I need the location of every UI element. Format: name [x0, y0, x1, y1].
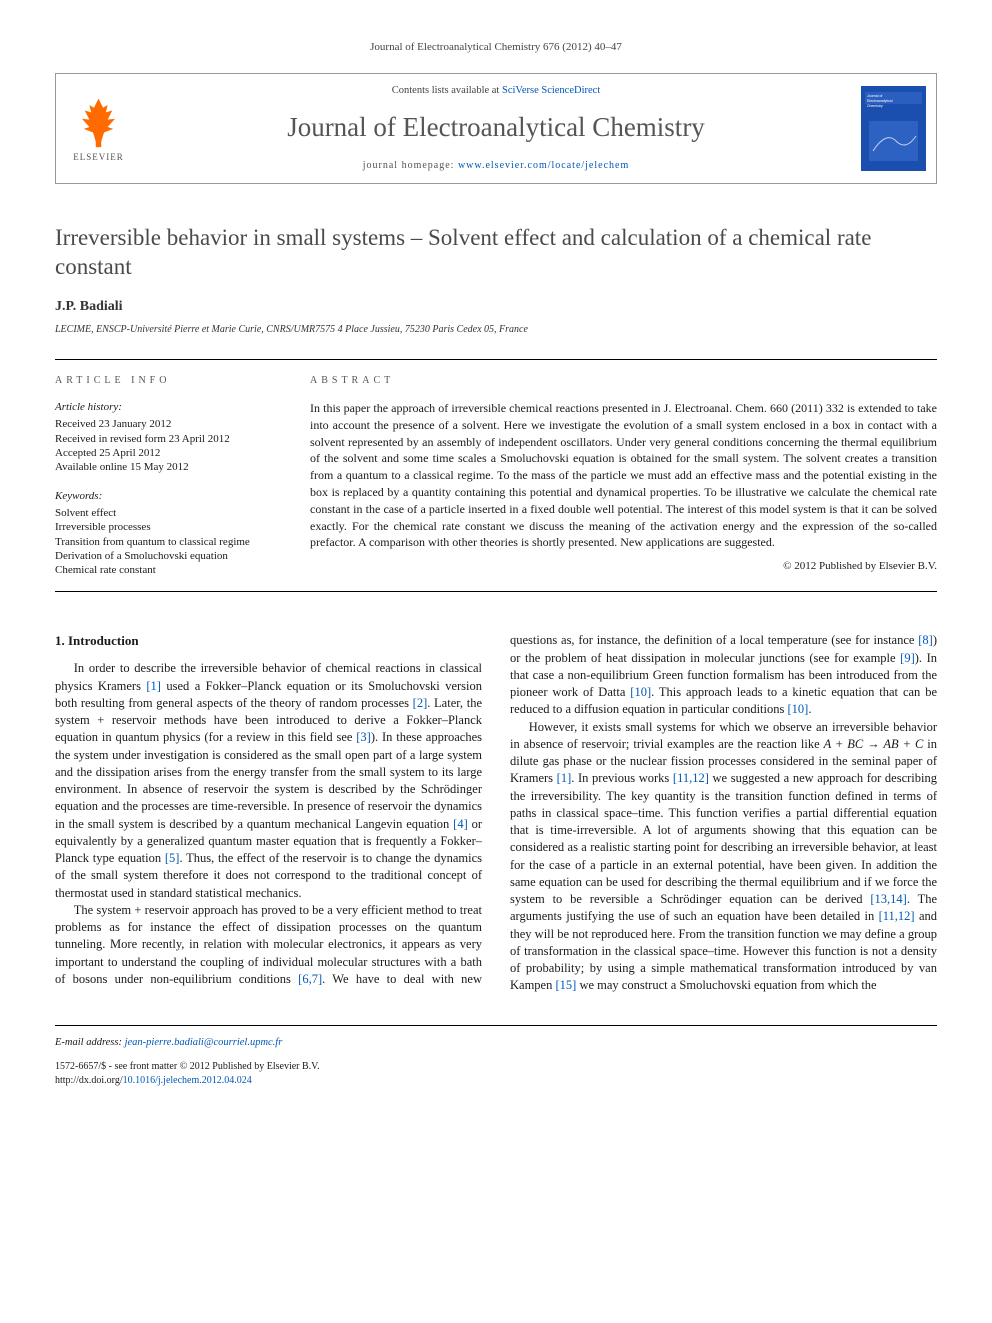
svg-text:Chemistry: Chemistry	[867, 104, 883, 108]
p3-d: we suggested a new approach for describi…	[510, 771, 937, 906]
citation-link[interactable]: [15]	[555, 978, 576, 992]
footer-issn: 1572-6657/$ - see front matter © 2012 Pu…	[55, 1060, 937, 1074]
citation-link[interactable]: [1]	[557, 771, 572, 785]
contents-available-line: Contents lists available at SciVerse Sci…	[392, 84, 600, 99]
header-center: Contents lists available at SciVerse Sci…	[141, 74, 851, 182]
history-head: Article history:	[55, 400, 280, 415]
citation-link[interactable]: [6,7]	[298, 972, 322, 986]
homepage-prefix: journal homepage:	[363, 160, 458, 171]
body-paragraph: However, it exists small systems for whi…	[510, 719, 937, 995]
citation-link[interactable]: [4]	[453, 817, 468, 831]
doi-link[interactable]: 10.1016/j.jelechem.2012.04.024	[123, 1075, 252, 1086]
citation-link[interactable]: [3]	[356, 730, 371, 744]
history-revised: Received in revised form 23 April 2012	[55, 432, 280, 446]
keyword-item: Irreversible processes	[55, 520, 280, 534]
svg-text:Journal of: Journal of	[867, 94, 882, 98]
keyword-item: Derivation of a Smoluchovski equation	[55, 549, 280, 563]
cover-icon: Journal of Electroanalytical Chemistry	[861, 86, 926, 171]
journal-title: Journal of Electroanalytical Chemistry	[287, 109, 705, 147]
citation-link[interactable]: [11,12]	[673, 771, 709, 785]
copyright-line: © 2012 Published by Elsevier B.V.	[310, 559, 937, 574]
history-accepted: Accepted 25 April 2012	[55, 446, 280, 460]
keywords-head: Keywords:	[55, 489, 280, 504]
p3-c: . In previous works	[571, 771, 673, 785]
abstract-text: In this paper the approach of irreversib…	[310, 400, 937, 551]
email-label: E-mail address:	[55, 1037, 125, 1048]
elsevier-tree-icon	[71, 94, 126, 149]
homepage-line: journal homepage: www.elsevier.com/locat…	[363, 159, 630, 173]
journal-header-box: ELSEVIER Contents lists available at Sci…	[55, 73, 937, 183]
citation-link[interactable]: [11,12]	[879, 909, 915, 923]
author-email-link[interactable]: jean-pierre.badiali@courriel.upmc.fr	[125, 1037, 283, 1048]
author-name: J.P. Badiali	[55, 297, 937, 317]
divider	[55, 591, 937, 592]
p3-g: we may construct a Smoluchovski equation…	[576, 978, 876, 992]
sciencedirect-link[interactable]: SciVerse ScienceDirect	[502, 85, 600, 96]
citation-link[interactable]: [5]	[165, 851, 180, 865]
keyword-item: Transition from quantum to classical reg…	[55, 535, 280, 549]
abstract-column: ABSTRACT In this paper the approach of i…	[310, 360, 937, 577]
homepage-link[interactable]: www.elsevier.com/locate/jelechem	[458, 160, 629, 171]
p2-f: .	[808, 702, 811, 716]
chemical-formula: A + BC → AB + C	[824, 737, 924, 751]
article-info-left: ARTICLE INFO Article history: Received 2…	[55, 360, 280, 577]
p1-d: ). In these approaches the system under …	[55, 730, 482, 830]
body-paragraph: In order to describe the irreversible be…	[55, 660, 482, 902]
page-footer: E-mail address: jean-pierre.badiali@cour…	[55, 1025, 937, 1088]
elsevier-logo: ELSEVIER	[56, 74, 141, 182]
article-info-label: ARTICLE INFO	[55, 374, 280, 388]
journal-reference: Journal of Electroanalytical Chemistry 6…	[55, 40, 937, 55]
section-heading: 1. Introduction	[55, 632, 482, 650]
article-info-row: ARTICLE INFO Article history: Received 2…	[55, 360, 937, 577]
article-title: Irreversible behavior in small systems –…	[55, 224, 937, 282]
citation-link[interactable]: [9]	[900, 651, 915, 665]
citation-link[interactable]: [10]	[630, 685, 651, 699]
abstract-label: ABSTRACT	[310, 374, 937, 388]
history-online: Available online 15 May 2012	[55, 460, 280, 474]
citation-link[interactable]: [2]	[413, 696, 428, 710]
footer-doi: http://dx.doi.org/10.1016/j.jelechem.201…	[55, 1074, 937, 1088]
journal-cover-thumb: Journal of Electroanalytical Chemistry	[851, 74, 936, 182]
author-affiliation: LECIME, ENSCP-Université Pierre et Marie…	[55, 323, 937, 337]
doi-label: http://dx.doi.org/	[55, 1075, 123, 1086]
citation-link[interactable]: [8]	[918, 633, 933, 647]
keyword-item: Solvent effect	[55, 506, 280, 520]
citation-link[interactable]: [1]	[146, 679, 161, 693]
body-section: 1. Introduction In order to describe the…	[55, 632, 937, 994]
citation-link[interactable]: [13,14]	[870, 892, 906, 906]
svg-text:Electroanalytical: Electroanalytical	[867, 99, 893, 103]
two-column-body: 1. Introduction In order to describe the…	[55, 632, 937, 994]
footer-email: E-mail address: jean-pierre.badiali@cour…	[55, 1032, 937, 1051]
keyword-item: Chemical rate constant	[55, 563, 280, 577]
history-received: Received 23 January 2012	[55, 417, 280, 431]
citation-link[interactable]: [10]	[787, 702, 808, 716]
publisher-name: ELSEVIER	[73, 151, 124, 164]
contents-prefix: Contents lists available at	[392, 85, 502, 96]
